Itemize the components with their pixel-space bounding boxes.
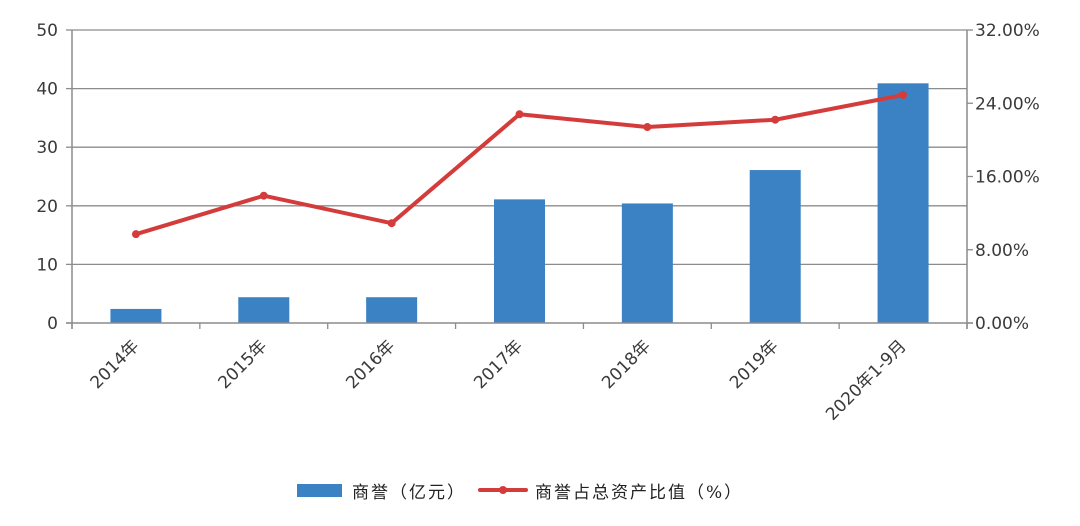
bar — [238, 297, 290, 323]
x-tick-label: 2014年 — [87, 336, 144, 393]
y-tick-label: 40 — [36, 80, 58, 100]
x-tick-label: 2015年 — [215, 336, 272, 393]
line-point — [515, 110, 524, 119]
y2-tick-label: 8.00% — [975, 241, 1029, 261]
line-point — [899, 91, 908, 100]
gridlines — [72, 29, 967, 266]
x-axis-labels: 2014年 2015年 2016年 2017年 2018年 2019年 2020年1-9月 — [87, 336, 911, 424]
y2-tick-label: 0.00% — [975, 314, 1029, 334]
combo-chart: 0 10 20 30 40 50 0.00% 8.00% 16.00% 24.00% 32.00%… — [36, 21, 1040, 425]
y-tick-label: 50 — [36, 21, 58, 41]
y-tick-label: 0 — [47, 314, 58, 334]
legend-line-swatch-icon — [478, 484, 528, 496]
legend: 商誉（亿元） 商誉占总资产比值（%） — [297, 476, 743, 504]
legend-item-line: 商誉占总资产比值（%） — [466, 478, 743, 503]
line-point — [387, 219, 396, 228]
legend-line-label: 商誉占总资产比值（%） — [535, 482, 744, 503]
y2-tick-label: 32.00% — [975, 21, 1040, 41]
x-tick-label: 2018年 — [598, 336, 655, 393]
legend-bar-swatch-icon — [297, 483, 342, 497]
x-tick-label: 2017年 — [470, 336, 527, 393]
y-tick-label: 10 — [36, 255, 58, 275]
y2-tick-label: 16.00% — [975, 168, 1040, 188]
y2-tick-label: 24.00% — [975, 94, 1040, 114]
bar — [749, 170, 801, 323]
line-point — [131, 230, 140, 239]
bar-series — [110, 83, 929, 324]
line-point — [771, 115, 780, 124]
legend-item-bar: 商誉（亿元） — [297, 478, 466, 503]
axes — [66, 29, 973, 329]
x-tick-label: 2020年1-9月 — [822, 336, 910, 424]
y-tick-label: 20 — [36, 197, 58, 217]
bar — [621, 203, 673, 323]
line-point — [259, 191, 268, 200]
bar — [494, 199, 545, 323]
x-tick-label: 2016年 — [342, 336, 399, 393]
bar — [877, 83, 929, 324]
bar — [110, 308, 162, 323]
left-y-axis-labels: 0 10 20 30 40 50 — [36, 21, 58, 334]
line-series — [131, 91, 908, 239]
y-tick-label: 30 — [36, 138, 58, 158]
line-point — [643, 123, 652, 132]
x-tick-label: 2019年 — [726, 336, 783, 393]
right-y-axis-labels: 0.00% 8.00% 16.00% 24.00% 32.00% — [975, 21, 1040, 334]
legend-bar-label: 商誉（亿元） — [352, 482, 466, 503]
bar — [366, 297, 418, 323]
